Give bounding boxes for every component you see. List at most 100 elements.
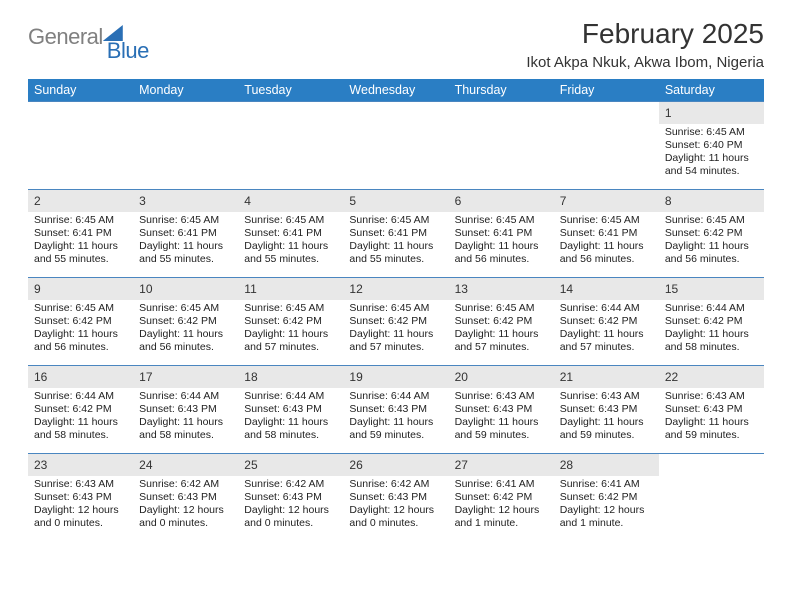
day-details: Sunrise: 6:42 AMSunset: 6:43 PMDaylight:… bbox=[238, 476, 343, 535]
day-number: 8 bbox=[665, 194, 672, 208]
day-number-row: 1 bbox=[659, 102, 764, 124]
daylight-line: Daylight: 12 hours and 1 minute. bbox=[455, 504, 548, 530]
day-number-row: 18 bbox=[238, 366, 343, 388]
day-number: 2 bbox=[34, 194, 41, 208]
day-number: 6 bbox=[455, 194, 462, 208]
sunset-line: Sunset: 6:43 PM bbox=[244, 491, 337, 504]
calendar-day-cell bbox=[449, 102, 554, 190]
sunset-line: Sunset: 6:43 PM bbox=[139, 491, 232, 504]
day-details: Sunrise: 6:45 AMSunset: 6:41 PMDaylight:… bbox=[28, 212, 133, 271]
sunrise-line: Sunrise: 6:45 AM bbox=[139, 302, 232, 315]
sunrise-line: Sunrise: 6:44 AM bbox=[244, 390, 337, 403]
sunset-line: Sunset: 6:42 PM bbox=[139, 315, 232, 328]
calendar-week-row: 16Sunrise: 6:44 AMSunset: 6:42 PMDayligh… bbox=[28, 366, 764, 454]
day-number-row: 23 bbox=[28, 454, 133, 476]
calendar-day-cell: 20Sunrise: 6:43 AMSunset: 6:43 PMDayligh… bbox=[449, 366, 554, 454]
sunrise-line: Sunrise: 6:45 AM bbox=[455, 214, 548, 227]
day-details: Sunrise: 6:45 AMSunset: 6:42 PMDaylight:… bbox=[238, 300, 343, 359]
daylight-line: Daylight: 11 hours and 57 minutes. bbox=[560, 328, 653, 354]
day-details: Sunrise: 6:45 AMSunset: 6:41 PMDaylight:… bbox=[133, 212, 238, 271]
day-number: 4 bbox=[244, 194, 251, 208]
day-number: 17 bbox=[139, 370, 152, 384]
sunrise-line: Sunrise: 6:44 AM bbox=[349, 390, 442, 403]
daylight-line: Daylight: 12 hours and 0 minutes. bbox=[349, 504, 442, 530]
day-number: 26 bbox=[349, 458, 362, 472]
daylight-line: Daylight: 11 hours and 58 minutes. bbox=[665, 328, 758, 354]
day-number-row: 14 bbox=[554, 278, 659, 300]
daylight-line: Daylight: 11 hours and 57 minutes. bbox=[349, 328, 442, 354]
sunset-line: Sunset: 6:43 PM bbox=[349, 491, 442, 504]
day-details: Sunrise: 6:43 AMSunset: 6:43 PMDaylight:… bbox=[449, 388, 554, 447]
day-number: 1 bbox=[665, 106, 672, 120]
brand-word2: Blue bbox=[107, 38, 149, 64]
sunrise-line: Sunrise: 6:44 AM bbox=[665, 302, 758, 315]
calendar-day-cell: 13Sunrise: 6:45 AMSunset: 6:42 PMDayligh… bbox=[449, 278, 554, 366]
calendar-week-row: 2Sunrise: 6:45 AMSunset: 6:41 PMDaylight… bbox=[28, 190, 764, 278]
daylight-line: Daylight: 11 hours and 55 minutes. bbox=[139, 240, 232, 266]
day-number: 7 bbox=[560, 194, 567, 208]
sunset-line: Sunset: 6:41 PM bbox=[560, 227, 653, 240]
sunset-line: Sunset: 6:42 PM bbox=[665, 227, 758, 240]
sunrise-line: Sunrise: 6:43 AM bbox=[455, 390, 548, 403]
day-details: Sunrise: 6:42 AMSunset: 6:43 PMDaylight:… bbox=[133, 476, 238, 535]
calendar-day-cell: 3Sunrise: 6:45 AMSunset: 6:41 PMDaylight… bbox=[133, 190, 238, 278]
daylight-line: Daylight: 11 hours and 59 minutes. bbox=[665, 416, 758, 442]
sunrise-line: Sunrise: 6:42 AM bbox=[349, 478, 442, 491]
calendar-day-cell: 4 Sunrise: 6:45 AMSunset: 6:41 PMDaylight… bbox=[238, 190, 343, 278]
calendar-day-cell: 21Sunrise: 6:43 AMSunset: 6:43 PMDayligh… bbox=[554, 366, 659, 454]
day-details: Sunrise: 6:44 AMSunset: 6:43 PMDaylight:… bbox=[343, 388, 448, 447]
daylight-line: Daylight: 12 hours and 0 minutes. bbox=[34, 504, 127, 530]
day-number: 18 bbox=[244, 370, 257, 384]
day-details: Sunrise: 6:44 AMSunset: 6:43 PMDaylight:… bbox=[238, 388, 343, 447]
calendar-week-row: 9Sunrise: 6:45 AMSunset: 6:42 PMDaylight… bbox=[28, 278, 764, 366]
day-number: 11 bbox=[244, 282, 256, 296]
daylight-line: Daylight: 11 hours and 59 minutes. bbox=[560, 416, 653, 442]
daylight-line: Daylight: 11 hours and 57 minutes. bbox=[455, 328, 548, 354]
weekday-header: Saturday bbox=[659, 79, 764, 102]
calendar-day-cell: 10Sunrise: 6:45 AMSunset: 6:42 PMDayligh… bbox=[133, 278, 238, 366]
weekday-header: Sunday bbox=[28, 79, 133, 102]
sunrise-line: Sunrise: 6:45 AM bbox=[560, 214, 653, 227]
day-number: 23 bbox=[34, 458, 47, 472]
sunset-line: Sunset: 6:41 PM bbox=[455, 227, 548, 240]
calendar-table: SundayMondayTuesdayWednesdayThursdayFrid… bbox=[28, 79, 764, 542]
calendar-day-cell: 18 Sunrise: 6:44 AMSunset: 6:43 PMDayligh… bbox=[238, 366, 343, 454]
calendar-day-cell bbox=[133, 102, 238, 190]
sunrise-line: Sunrise: 6:42 AM bbox=[244, 478, 337, 491]
day-number-row: 21 bbox=[554, 366, 659, 388]
daylight-line: Daylight: 11 hours and 55 minutes. bbox=[349, 240, 442, 266]
day-number-row: 25 bbox=[238, 454, 343, 476]
sunset-line: Sunset: 6:42 PM bbox=[244, 315, 337, 328]
calendar-header-row: SundayMondayTuesdayWednesdayThursdayFrid… bbox=[28, 79, 764, 102]
daylight-line: Daylight: 12 hours and 1 minute. bbox=[560, 504, 653, 530]
calendar-day-cell: 8Sunrise: 6:45 AMSunset: 6:42 PMDaylight… bbox=[659, 190, 764, 278]
day-number: 28 bbox=[560, 458, 573, 472]
sunrise-line: Sunrise: 6:43 AM bbox=[34, 478, 127, 491]
sunrise-line: Sunrise: 6:44 AM bbox=[560, 302, 653, 315]
day-number-row: 9 bbox=[28, 278, 133, 300]
calendar-day-cell: 1Sunrise: 6:45 AMSunset: 6:40 PMDaylight… bbox=[659, 102, 764, 190]
sunrise-line: Sunrise: 6:41 AM bbox=[455, 478, 548, 491]
day-number-row: 22 bbox=[659, 366, 764, 388]
sunset-line: Sunset: 6:42 PM bbox=[455, 315, 548, 328]
calendar-week-row: 1Sunrise: 6:45 AMSunset: 6:40 PMDaylight… bbox=[28, 102, 764, 190]
sunset-line: Sunset: 6:41 PM bbox=[34, 227, 127, 240]
day-details: Sunrise: 6:45 AMSunset: 6:41 PMDaylight:… bbox=[554, 212, 659, 271]
sunset-line: Sunset: 6:40 PM bbox=[665, 139, 758, 152]
day-details: Sunrise: 6:45 AMSunset: 6:42 PMDaylight:… bbox=[133, 300, 238, 359]
weekday-header: Friday bbox=[554, 79, 659, 102]
location-subtitle: Ikot Akpa Nkuk, Akwa Ibom, Nigeria bbox=[526, 54, 764, 71]
calendar-day-cell: 17Sunrise: 6:44 AMSunset: 6:43 PMDayligh… bbox=[133, 366, 238, 454]
calendar-day-cell: 11 Sunrise: 6:45 AMSunset: 6:42 PMDayligh… bbox=[238, 278, 343, 366]
day-number: 15 bbox=[665, 282, 678, 296]
calendar-day-cell: 26 Sunrise: 6:42 AMSunset: 6:43 PMDayligh… bbox=[343, 454, 448, 542]
calendar-day-cell: 22Sunrise: 6:43 AMSunset: 6:43 PMDayligh… bbox=[659, 366, 764, 454]
sunset-line: Sunset: 6:43 PM bbox=[349, 403, 442, 416]
sunset-line: Sunset: 6:42 PM bbox=[665, 315, 758, 328]
daylight-line: Daylight: 11 hours and 56 minutes. bbox=[665, 240, 758, 266]
day-number: 24 bbox=[139, 458, 152, 472]
day-details: Sunrise: 6:45 AMSunset: 6:41 PMDaylight:… bbox=[238, 212, 343, 271]
sunrise-line: Sunrise: 6:45 AM bbox=[139, 214, 232, 227]
day-number: 16 bbox=[34, 370, 47, 384]
sunset-line: Sunset: 6:41 PM bbox=[244, 227, 337, 240]
